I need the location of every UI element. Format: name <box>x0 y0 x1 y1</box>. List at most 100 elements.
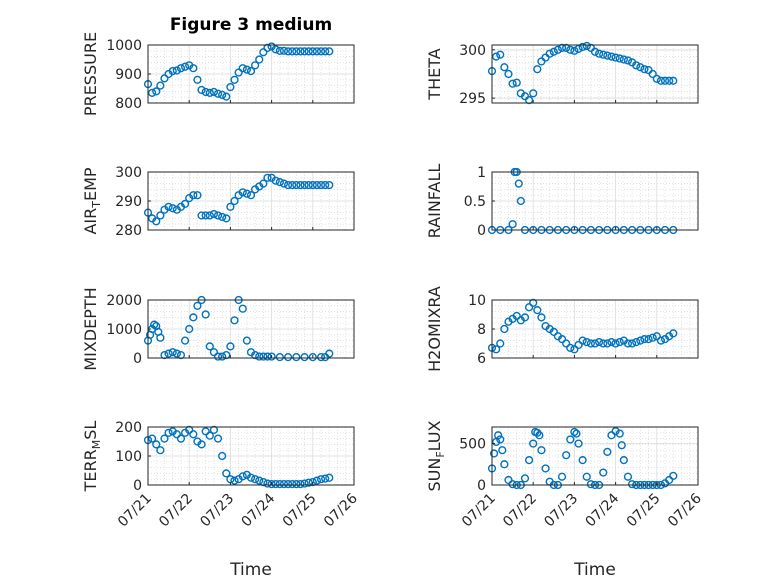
data-point <box>279 46 289 55</box>
data-point <box>496 339 505 348</box>
data-point <box>570 46 579 55</box>
data-point <box>201 211 210 220</box>
data-point <box>520 474 530 483</box>
data-point <box>263 352 272 361</box>
data-point <box>665 76 674 85</box>
data-point <box>271 480 280 489</box>
data-point <box>296 180 305 190</box>
data-point <box>512 311 521 321</box>
data-point <box>648 69 657 79</box>
data-point <box>545 49 554 58</box>
data-point <box>271 176 280 185</box>
data-point <box>316 353 326 362</box>
panel-h2omixra: 6 8 10 H2OMIXRA <box>425 286 699 372</box>
data-point <box>537 446 546 455</box>
data-point <box>242 189 251 198</box>
data-point <box>321 474 330 483</box>
y-axis-label: AIRTEMP <box>81 167 103 234</box>
x-tick-label: 07/23 <box>541 491 581 531</box>
data-point <box>590 339 600 348</box>
y-tick-label: 6 <box>477 351 486 367</box>
data-point <box>553 45 563 54</box>
data-point <box>300 180 309 190</box>
data-point <box>288 180 297 190</box>
data-point <box>557 472 567 481</box>
data-point <box>627 480 637 489</box>
data-point <box>516 196 525 206</box>
data-point <box>152 440 161 449</box>
data-point <box>197 440 206 449</box>
data-point <box>529 89 538 98</box>
data-point <box>168 348 177 357</box>
data-point <box>669 471 678 480</box>
y-tick-label: 2000 <box>106 293 142 309</box>
data-point <box>238 472 247 481</box>
data-point <box>640 335 649 344</box>
data-point <box>300 479 309 488</box>
y-tick-label: 1000 <box>106 322 142 338</box>
data-point <box>524 456 534 465</box>
data-point <box>300 47 309 56</box>
data-point <box>156 446 165 455</box>
data-point <box>263 479 272 488</box>
data-point <box>193 191 202 200</box>
x-tick-label: 07/21 <box>115 491 155 531</box>
data-point <box>189 64 198 73</box>
data-point <box>197 211 206 220</box>
y-tick-label: 0 <box>133 351 142 367</box>
data-point <box>615 337 624 347</box>
data-point <box>180 62 190 71</box>
data-point <box>226 342 235 351</box>
data-point <box>152 87 161 96</box>
data-point <box>283 47 293 56</box>
data-point <box>288 47 297 56</box>
data-point <box>259 48 268 57</box>
data-point <box>148 434 157 443</box>
data-point <box>652 332 661 341</box>
data-point <box>582 337 591 347</box>
data-point <box>251 61 260 70</box>
data-point <box>603 51 612 60</box>
data-point <box>213 89 223 98</box>
data-point <box>562 451 571 460</box>
data-point <box>316 180 326 190</box>
y-tick-label: 100 <box>115 449 142 465</box>
data-point <box>623 339 633 348</box>
data-point <box>283 180 293 190</box>
data-point <box>660 76 670 85</box>
data-point <box>292 47 301 56</box>
data-point <box>156 333 165 342</box>
data-point <box>578 42 587 52</box>
data-point <box>492 52 501 61</box>
data-point <box>572 429 581 438</box>
data-point <box>312 47 322 56</box>
data-point <box>636 63 645 72</box>
data-point <box>557 335 567 344</box>
panel-theta: 295 300 THETA <box>425 41 699 107</box>
data-point <box>656 336 666 345</box>
data-point <box>500 63 509 72</box>
data-point <box>238 304 247 313</box>
data-point <box>308 47 317 56</box>
data-point <box>180 336 190 345</box>
data-point <box>574 439 583 448</box>
data-point <box>279 179 289 188</box>
y-tick-label: 0.5 <box>464 194 486 210</box>
data-point <box>193 75 202 84</box>
data-point <box>172 66 181 75</box>
data-point <box>325 47 334 56</box>
x-axis-label-left: Time <box>229 560 272 580</box>
data-point <box>234 68 243 77</box>
data-point <box>648 333 657 342</box>
panel-airtemp: 280 290 300 AIRTEMP <box>81 165 355 239</box>
x-tick-label: 07/24 <box>239 490 279 530</box>
data-point <box>230 196 239 206</box>
data-point <box>529 439 538 448</box>
axes-box <box>491 426 699 486</box>
data-point <box>296 47 305 56</box>
data-point <box>535 431 544 440</box>
data-point <box>603 339 612 348</box>
data-point <box>205 342 214 351</box>
data-point <box>669 329 678 338</box>
panel-pressure: 800 900 1000 PRESSURE <box>81 32 355 116</box>
